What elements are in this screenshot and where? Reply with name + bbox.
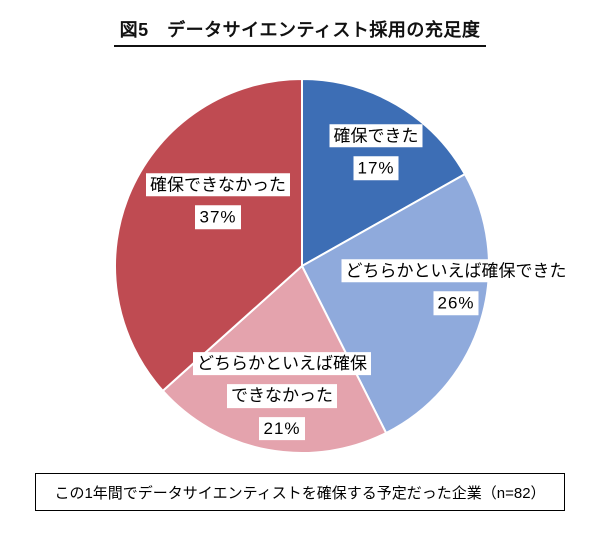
- pie-label-somewhat-secured-text: どちらかといえば確保できた: [341, 259, 571, 283]
- pie-label-not-secured-pct: 37%: [195, 205, 241, 229]
- pie-label-somewhat-not-secured-pct: 21%: [259, 416, 305, 440]
- pie-slice-1: [301, 173, 490, 435]
- pie-label-secured: 確保できた 17%: [329, 124, 423, 180]
- pie-label-not-secured-text: 確保できなかった: [146, 173, 290, 197]
- note-text: この1年間でデータサイエンティストを確保する予定だった企業（n=82）: [54, 484, 546, 502]
- pie-label-somewhat-secured: どちらかといえば確保できた 26%: [341, 259, 571, 315]
- note-box: この1年間でデータサイエンティストを確保する予定だった企業（n=82）: [35, 473, 565, 511]
- pie-slice-3: [113, 78, 303, 392]
- pie-label-somewhat-not-secured-text: どちらかといえば確保: [193, 352, 371, 376]
- pie-label-somewhat-not-secured: どちらかといえば確保 できなかった 21%: [193, 352, 371, 440]
- pie-label-not-secured: 確保できなかった 37%: [146, 173, 290, 229]
- figure-title: 図5 データサイエンティスト採用の充足度: [0, 16, 600, 47]
- pie-label-secured-text: 確保できた: [329, 124, 423, 148]
- figure-title-text: 図5 データサイエンティスト採用の充足度: [113, 16, 487, 47]
- pie-label-secured-pct: 17%: [353, 156, 399, 180]
- pie-label-somewhat-secured-pct: 26%: [433, 291, 479, 315]
